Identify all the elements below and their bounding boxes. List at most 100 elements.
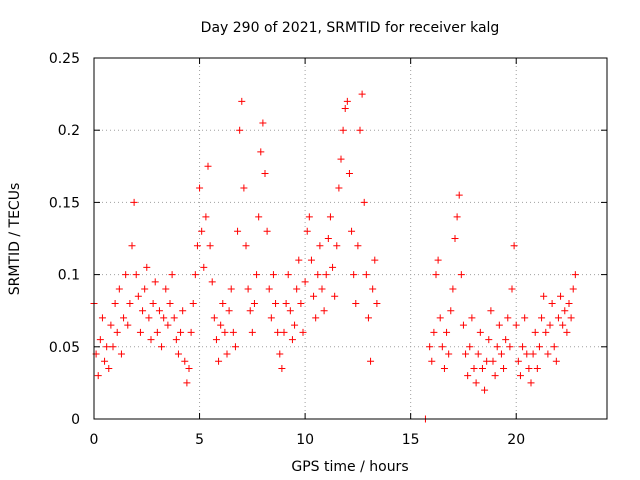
data-point [253,271,261,279]
data-point [557,292,565,300]
data-point [512,321,520,329]
data-point [141,285,149,293]
data-point [145,314,153,322]
data-point [238,97,246,105]
data-point [525,364,533,372]
data-point [493,343,501,351]
data-point [272,299,280,307]
data-point [177,328,185,336]
data-point [369,285,377,293]
data-point [257,148,265,156]
data-point [208,278,216,286]
data-point [153,328,161,336]
data-point [229,328,237,336]
data-point [337,155,345,163]
data-point [552,357,560,365]
y-tick-label: 0.2 [58,123,80,139]
data-point [367,357,375,365]
data-point [162,285,170,293]
data-point [202,213,210,221]
data-point [455,191,463,199]
data-point [98,314,106,322]
data-point [136,328,144,336]
data-point [204,162,212,170]
data-point [521,314,529,322]
data-point [348,227,356,235]
data-point [274,328,282,336]
data-point [329,263,337,271]
y-tick-label: 0.25 [49,51,80,67]
data-point [301,278,309,286]
data-point [115,285,123,293]
data-point [303,227,311,235]
data-point [320,307,328,315]
data-point [200,263,208,271]
data-point [236,126,244,134]
data-point [506,343,514,351]
data-point [164,321,172,329]
data-point [514,357,522,365]
data-point [124,321,132,329]
data-point [565,299,573,307]
data-point [305,213,313,221]
data-point [527,379,535,387]
data-points [90,90,579,423]
data-point [242,242,250,250]
data-point [540,292,548,300]
data-point [508,285,516,293]
data-point [559,321,567,329]
data-point [151,278,159,286]
y-axis-label: SRMTID / TECUs [7,183,23,296]
data-point [474,350,482,358]
data-point [438,343,446,351]
data-point [502,336,510,344]
data-point [117,350,125,358]
data-point [548,299,556,307]
data-point [510,242,518,250]
data-point [312,314,320,322]
data-point [324,235,332,242]
x-tick-label: 10 [296,432,314,448]
data-point [428,357,436,365]
data-point [358,90,366,98]
data-point [464,372,472,380]
data-point [246,307,254,315]
data-point [371,256,379,264]
data-point [447,307,455,315]
data-point [193,242,201,250]
data-point [174,350,182,358]
data-point [341,105,349,113]
data-point [434,256,442,264]
data-point [299,328,307,336]
data-point [354,242,362,250]
data-point [139,307,147,315]
data-point [443,328,451,336]
data-point [561,307,569,315]
data-point [297,299,305,307]
data-point [360,198,368,206]
data-point [430,328,438,336]
data-point [288,336,296,344]
data-point [356,126,364,134]
data-point [103,343,111,351]
data-point [436,314,444,322]
x-axis-label: GPS time / hours [291,459,408,475]
data-point [265,285,273,293]
data-point [172,336,180,344]
data-point [487,307,495,315]
data-point [187,328,195,336]
data-point [240,184,248,192]
data-point [449,285,457,293]
data-point [333,242,341,250]
data-point [295,256,303,264]
data-point [569,285,577,293]
axis-ticks: 0 5 10 15 20 0 0.05 0.1 0.15 0.2 0.25 [49,51,607,448]
data-point [567,314,575,322]
data-point [310,292,318,300]
data-point [535,343,543,351]
data-point [563,328,571,336]
y-tick-label: 0 [71,412,80,428]
data-point [489,357,497,365]
data-point [269,271,277,279]
data-point [191,271,199,279]
